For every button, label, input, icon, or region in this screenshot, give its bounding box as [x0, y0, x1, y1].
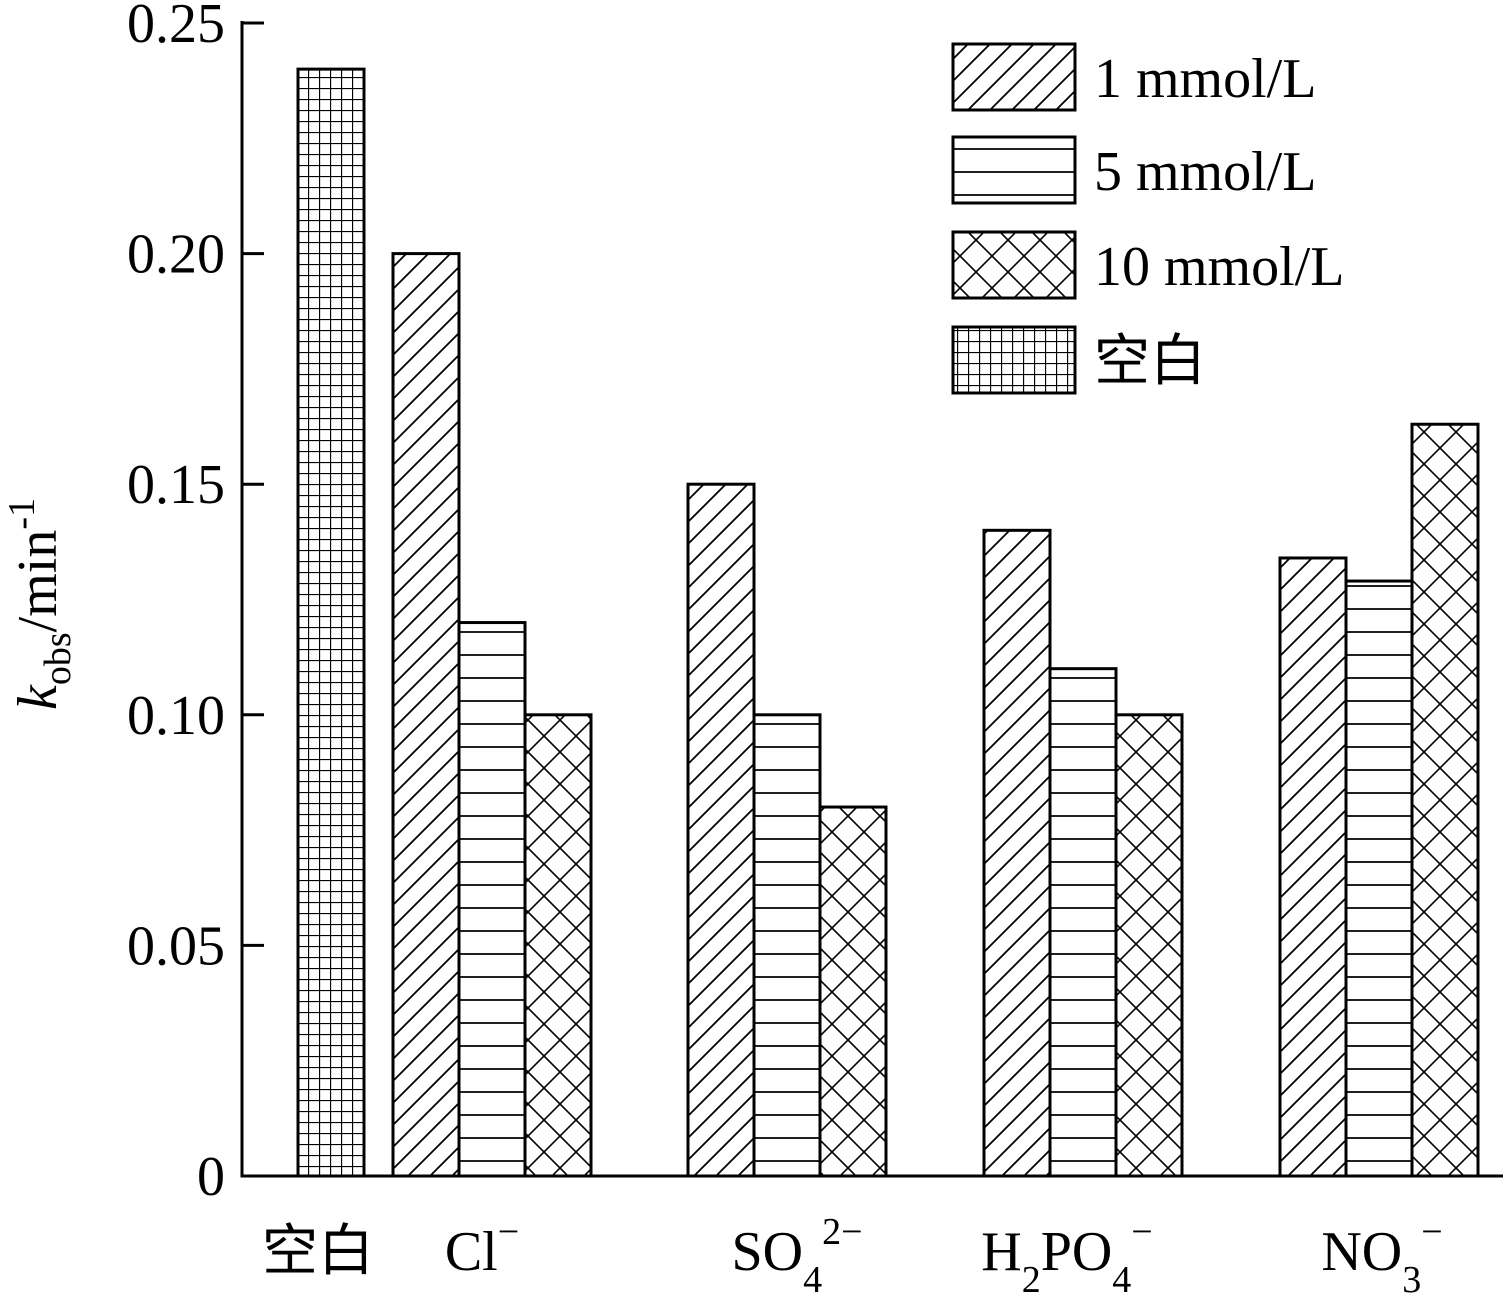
bar-so4-cross: [818, 805, 888, 1178]
bar-h2po4-cross: [1114, 713, 1184, 1178]
x-tick-label-h2po4: H2PO4−: [981, 1211, 1152, 1299]
x-tick-label-cl: Cl−: [445, 1211, 519, 1283]
y-tick-label: 0.15: [127, 454, 225, 516]
bar-cl-cross: [523, 713, 593, 1178]
legend-swatch-hlines: [951, 135, 1077, 205]
y-tick-label: 0.25: [127, 0, 225, 55]
y-tick-label: 0: [197, 1146, 225, 1208]
bar-cl-diag: [391, 252, 461, 1178]
x-tick-label-blank: 空白: [262, 1221, 374, 1283]
y-axis-label: kobs/min-1: [1, 498, 79, 710]
bar-no3-hlines: [1344, 579, 1414, 1178]
bar-blank-grid: [296, 67, 366, 1178]
bar-so4-diag: [686, 482, 756, 1178]
legend-label: 1 mmol/L: [1094, 48, 1316, 110]
axes: [240, 21, 1503, 1178]
legend-swatch-cross: [951, 230, 1077, 300]
bars: [296, 67, 1480, 1178]
bar-h2po4-diag: [982, 528, 1052, 1178]
bar-cl-hlines: [457, 621, 527, 1178]
legend-swatch-diag: [951, 42, 1077, 112]
x-tick-label-no3: NO3−: [1321, 1211, 1442, 1299]
y-axis-title: kobs/min-1: [1, 498, 79, 710]
y-tick-label: 0.20: [127, 224, 225, 286]
legend-swatch-grid: [951, 325, 1077, 395]
x-axis-labels: 空白 Cl− SO42− H2PO4− NO3−: [262, 1211, 1443, 1299]
legend-label: 空白: [1094, 331, 1206, 393]
y-tick-label: 0.05: [127, 915, 225, 977]
legend-label: 5 mmol/L: [1094, 141, 1316, 203]
y-tick-label: 0.10: [127, 685, 225, 747]
x-tick-label-so4: SO42−: [731, 1211, 862, 1299]
legend: 1 mmol/L 5 mmol/L 10 mmol/L 空白: [951, 42, 1344, 395]
legend-label: 10 mmol/L: [1094, 236, 1344, 298]
y-axis-ticks: 0 0.05 0.10 0.15 0.20 0.25: [127, 0, 264, 1208]
bar-h2po4-hlines: [1048, 667, 1118, 1178]
bar-so4-hlines: [752, 713, 822, 1178]
bar-no3-cross: [1410, 422, 1480, 1178]
bar-no3-diag: [1278, 556, 1348, 1178]
